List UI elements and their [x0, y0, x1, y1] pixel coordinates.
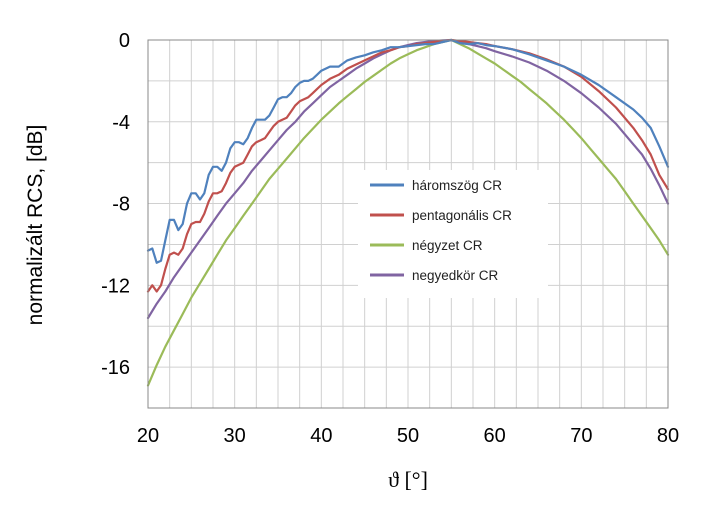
y-tick-label: -16 — [101, 357, 130, 379]
plot-area-frame — [147, 39, 669, 409]
legend-label-1: pentagonális CR — [412, 208, 512, 223]
legend-label-0: háromszög CR — [412, 178, 502, 193]
x-tick-label: 70 — [570, 425, 592, 447]
legend-label-2: négyzet CR — [412, 238, 483, 253]
y-tick-labels: 0 -4 -8 -12 -16 — [101, 30, 130, 379]
y-tick-label: -4 — [112, 112, 130, 134]
x-tick-label: 40 — [310, 425, 332, 447]
y-axis-title: normalizált RCS, [dB] — [24, 125, 47, 326]
y-tick-label: -12 — [101, 275, 130, 297]
series-line-3 — [146, 38, 670, 320]
legend-box — [358, 170, 548, 298]
legend: háromszög CR pentagonális CR négyzet CR neg… — [358, 170, 548, 298]
x-tick-labels: 20 30 40 50 60 70 80 — [137, 425, 679, 447]
x-tick-label: 50 — [397, 425, 419, 447]
x-tick-label: 60 — [484, 425, 506, 447]
legend-label-3: negyedkör CR — [412, 268, 499, 283]
series-lines — [146, 38, 670, 387]
series-line-0 — [146, 38, 670, 264]
y-tick-label: 0 — [119, 30, 130, 52]
x-tick-label: 30 — [224, 425, 246, 447]
x-tick-label: 80 — [657, 425, 679, 447]
x-axis-title: ϑ [°] — [388, 467, 428, 492]
x-tick-label: 20 — [137, 425, 159, 447]
y-tick-label: -8 — [112, 194, 130, 216]
series-line-2 — [146, 38, 670, 387]
